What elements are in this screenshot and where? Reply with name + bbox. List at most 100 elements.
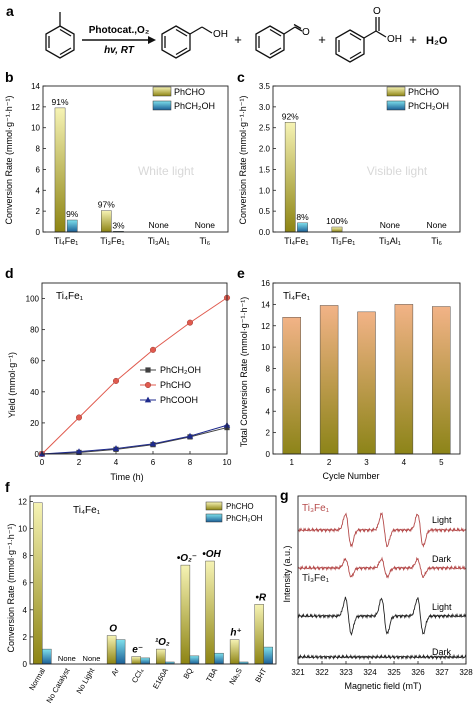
panel-f-bar-phch2oh — [140, 657, 150, 665]
legend-label-phcho: PhCHO — [226, 502, 254, 511]
panel-letter-d: d — [5, 265, 14, 281]
panel-c-x-tick-label: Ti₄Fe₁ — [284, 236, 308, 246]
panel-d-point-circle — [75, 414, 82, 421]
panel-d-y-axis-title: Yield (mmol·g⁻¹) — [7, 352, 17, 418]
panel-b-y-tick-label: 4 — [36, 186, 41, 195]
panel-b-x-tick-label: Ti₆ — [199, 236, 210, 246]
panel-b-y-tick-label: 2 — [36, 207, 41, 216]
panel-f-bar-phch2oh — [115, 639, 126, 665]
panel-c-percent-label: 8% — [296, 212, 309, 222]
panel-e-y-tick-label: 8 — [266, 365, 271, 374]
panel-c-bar-phcho — [284, 122, 296, 233]
epr-condition-label-4: Dark — [432, 647, 452, 657]
panel-f-x-tick-label: Na₂S — [227, 667, 244, 687]
panel-b-y-tick-label: 0 — [36, 228, 41, 237]
panel-d-x-tick-label: 0 — [40, 458, 45, 467]
panel-f-sample-label: Ti₄Fe₁ — [73, 505, 101, 516]
panel-c-none-label: None — [426, 220, 447, 230]
acid-o-label: O — [373, 6, 381, 17]
panel-f-bar-phcho — [180, 564, 191, 665]
legend-label-phcho: PhCHO — [160, 380, 191, 390]
panel-f-bar-phch2oh — [189, 655, 200, 665]
panel-f-y-tick-label: 4 — [23, 606, 28, 615]
panel-f-bar-phcho — [106, 635, 117, 665]
panel-e-y-tick-label: 14 — [261, 300, 270, 309]
panel-c-y-tick-label: 3.0 — [259, 103, 271, 112]
panel-d-x-tick-label: 6 — [151, 458, 156, 467]
panel-b-bar-phcho — [54, 107, 66, 233]
panel-e-x-tick-label: 1 — [289, 458, 294, 467]
panel-c-plot: 0.0 0.5 1.0 1.5 2.0 2.5 3.0 3.5 Ti₄Fe₁ 92% 8% Ti₃Fe… — [259, 82, 461, 246]
panel-b-plot: 0 2 4 6 8 10 12 14 Ti₄Fe₁ 91% 9% Ti₃Fe₁ 97% 3% Ti₃Al₁ N… — [31, 82, 229, 246]
panel-e-bar-cycle — [319, 305, 339, 455]
panel-b: b Conversion Rate (mmol·g⁻¹·h⁻¹) White l… — [4, 69, 229, 246]
panel-c-x-tick-label: Ti₃Al₁ — [379, 236, 401, 246]
panel-f-y-tick-label: 8 — [23, 552, 28, 561]
panel-e-y-tick-label: 2 — [266, 429, 271, 438]
panel-b-none-label: None — [148, 220, 169, 230]
panel-g-spectrum-trace — [297, 511, 467, 548]
panel-f-y-tick-label: 6 — [23, 579, 28, 588]
epr-sample-label-bottom: Ti₃Fe₁ — [302, 573, 330, 584]
panel-c-y-tick-label: 0.0 — [259, 228, 271, 237]
panel-b-percent-label: 97% — [98, 200, 115, 210]
panel-f-bar-phcho — [33, 502, 43, 665]
panel-f-bar-phch2oh — [263, 646, 273, 665]
panel-f-bar-phch2oh — [214, 652, 224, 665]
panel-d-legend-marker — [145, 367, 151, 373]
reaction-arrowhead — [148, 36, 156, 44]
panel-b-x-tick-label: Ti₃Fe₁ — [100, 236, 124, 246]
panel-d-point-triangle — [149, 440, 157, 447]
plus-sign-2: + — [318, 32, 326, 47]
panel-c-percent-label: 100% — [326, 216, 348, 226]
panel-b-y-tick-label: 14 — [31, 82, 40, 91]
panel-g-spectrum-trace — [297, 596, 467, 636]
panel-d-y-tick-label: 0 — [35, 450, 40, 459]
panel-f-bar-phch2oh — [42, 648, 52, 665]
panel-f-species-label: O — [109, 624, 117, 635]
panel-f-x-tick-label: No Light — [74, 666, 96, 695]
panel-e-x-tick-label: 4 — [402, 458, 407, 467]
panel-c-bar-phch2oh — [297, 222, 308, 233]
panel-g-spectrum-trace — [297, 556, 467, 579]
panel-b-percent-label: 3% — [112, 220, 125, 230]
panel-f-y-axis-title: Conversion Rate (mmol·g⁻¹·h⁻¹) — [6, 523, 16, 652]
panel-e-y-tick-label: 12 — [261, 322, 270, 331]
panel-f-plot-frame — [29, 495, 277, 665]
legend-swatch-phcho — [152, 86, 172, 97]
panel-c-y-axis-title: Conversion Rate (mmol·g⁻¹·h⁻¹) — [238, 95, 248, 224]
panel-b-x-tick-label: Ti₃Al₁ — [148, 236, 170, 246]
legend-label-phch2oh: PhCH₂OH — [408, 101, 449, 111]
water-label: H₂O — [426, 35, 448, 47]
panel-e-y-tick-label: 6 — [266, 386, 271, 395]
panel-d-y-tick-label: 80 — [30, 326, 39, 335]
panel-b-y-tick-label: 10 — [31, 124, 40, 133]
panel-c-y-tick-label: 1.0 — [259, 186, 271, 195]
panel-e-y-tick-label: 16 — [261, 279, 270, 288]
panel-f-species-label: •O₂⁻ — [177, 553, 197, 564]
panel-f: f Ti₄Fe₁ Conversion Rate (mmol·g⁻¹·h⁻¹) … — [5, 479, 277, 705]
legend-label-phch2oh: PhCH₂OH — [160, 365, 201, 375]
legend-label-phch2oh: PhCH₂OH — [174, 101, 215, 111]
panel-b-plot-frame — [42, 85, 229, 233]
panel-b-x-tick-label: Ti₄Fe₁ — [54, 236, 78, 246]
panel-d: d Ti₄Fe₁ Yield (mmol·g⁻¹) Time (h) 02040… — [5, 265, 232, 482]
legend-label-phcooh: PhCOOH — [160, 395, 198, 405]
panel-f-y-tick-label: 12 — [18, 497, 27, 506]
reaction-scheme: a Photocat.,O₂ hv, RT OH + O + — [6, 3, 448, 63]
legend-swatch-phch2oh — [205, 513, 223, 523]
aldehyde-o-label: O — [302, 27, 310, 38]
panel-letter-e: e — [237, 265, 245, 281]
epr-condition-label-2: Dark — [432, 554, 452, 564]
panel-letter-b: b — [5, 69, 14, 85]
legend-swatch-phch2oh — [386, 100, 406, 111]
panel-e-bar-cycle — [432, 306, 451, 455]
legend-swatch-phcho — [386, 86, 406, 97]
legend-swatch-phch2oh — [152, 100, 172, 111]
legend-swatch-phcho — [205, 501, 223, 511]
panel-d-x-tick-label: 8 — [188, 458, 193, 467]
panel-d-y-tick-label: 20 — [30, 419, 39, 428]
panel-c-plot-frame — [272, 85, 461, 233]
panel-b-bar-phch2oh — [66, 219, 78, 233]
